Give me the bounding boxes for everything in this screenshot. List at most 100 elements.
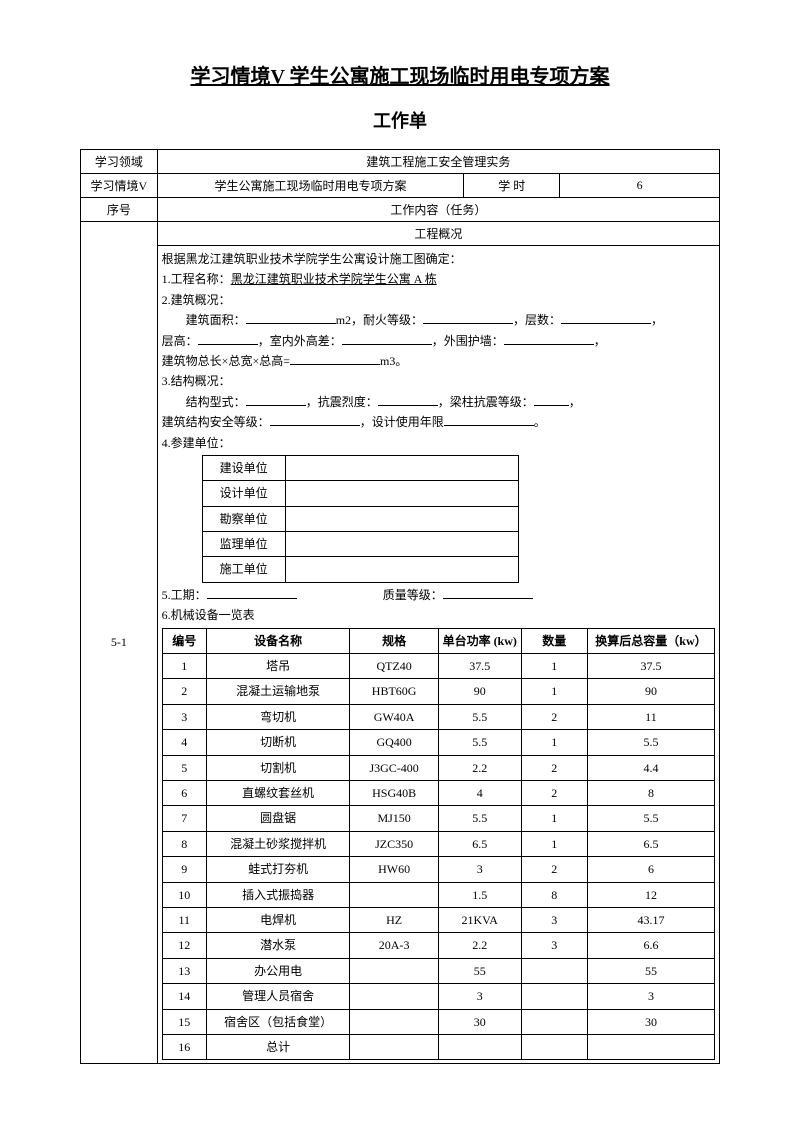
content-row: 根据黑龙江建筑职业技术学院学生公寓设计施工图确定： 1.工程名称：黑龙江建筑职业… (81, 246, 720, 1064)
equip-row: 15宿舍区（包括食堂）3030 (162, 1009, 714, 1034)
seq-label: 序号 (81, 198, 158, 222)
content-cell: 根据黑龙江建筑职业技术学院学生公寓设计施工图确定： 1.工程名称：黑龙江建筑职业… (157, 246, 719, 1064)
field-label: 学习领域 (81, 150, 158, 174)
equip-cell-no: 11 (162, 907, 206, 932)
row-number: 5-1 (81, 222, 158, 1064)
equip-cell-qty: 1 (521, 654, 587, 679)
equip-cell-no: 12 (162, 933, 206, 958)
equip-cell-spec: J3GC-400 (350, 755, 438, 780)
lifespan-label: ，设计使用年限 (360, 415, 444, 429)
equip-cell-no: 6 (162, 780, 206, 805)
schedule-line: 5.工期： 质量等级： (162, 585, 715, 605)
equip-cell-power: 2.2 (438, 933, 521, 958)
equip-header-row: 编号 设备名称 规格 单台功率 (kw) 数量 换算后总容量（kw） (162, 628, 714, 653)
structure-line-b: 建筑结构安全等级：，设计使用年限。 (162, 412, 715, 432)
equip-row: 5切割机J3GC-4002.224.4 (162, 755, 714, 780)
unit-label: 勘察单位 (202, 506, 285, 531)
height-label: 层高： (162, 334, 198, 348)
header-row-2: 学习情境V 学生公寓施工现场临时用电专项方案 学 时 6 (81, 174, 720, 198)
struct-type-label: 结构型式： (186, 395, 246, 409)
overview-row: 5-1 工程概况 (81, 222, 720, 246)
equip-cell-total: 6.5 (587, 831, 714, 856)
equip-cell-total: 8 (587, 780, 714, 805)
equip-row: 7圆盘锯MJ1505.515.5 (162, 806, 714, 831)
equip-cell-spec (350, 958, 438, 983)
equip-cell-no: 5 (162, 755, 206, 780)
safety-label: 建筑结构安全等级： (162, 415, 270, 429)
equip-cell-name: 插入式振捣器 (206, 882, 350, 907)
equip-row: 14管理人员宿舍33 (162, 984, 714, 1009)
equip-cell-qty: 1 (521, 730, 587, 755)
fire-label: m2，耐火等级： (336, 313, 423, 327)
equip-cell-name: 混凝土砂浆搅拌机 (206, 831, 350, 856)
hours-label: 学 时 (464, 174, 560, 198)
equip-cell-power (438, 1034, 521, 1059)
header-row-1: 学习领域 建筑工程施工安全管理实务 (81, 150, 720, 174)
equip-cell-name: 圆盘锯 (206, 806, 350, 831)
equip-cell-power: 5.5 (438, 730, 521, 755)
equip-cell-total: 11 (587, 704, 714, 729)
unit-value (285, 481, 518, 506)
equip-cell-spec: HZ (350, 907, 438, 932)
seismic-label: ，抗震烈度： (306, 395, 378, 409)
equip-row: 2混凝土运输地泵HBT60G90190 (162, 679, 714, 704)
equip-cell-spec: HBT60G (350, 679, 438, 704)
equip-cell-name: 宿舍区（包括食堂） (206, 1009, 350, 1034)
equip-cell-no: 3 (162, 704, 206, 729)
equip-row: 16总计 (162, 1034, 714, 1059)
equip-cell-qty: 2 (521, 755, 587, 780)
equip-cell-qty (521, 1009, 587, 1034)
header-row-3: 序号 工作内容（任务） (81, 198, 720, 222)
col-no: 编号 (162, 628, 206, 653)
m3-label: m3。 (380, 354, 407, 368)
equipment-table: 编号 设备名称 规格 单台功率 (kw) 数量 换算后总容量（kw） 1塔吊QT… (162, 628, 715, 1061)
equip-cell-name: 切断机 (206, 730, 350, 755)
equip-cell-name: 蛙式打夯机 (206, 857, 350, 882)
equip-cell-qty: 1 (521, 831, 587, 856)
task-label: 工作内容（任务） (157, 198, 719, 222)
unit-label: 监理单位 (202, 532, 285, 557)
quality-label: 质量等级： (383, 588, 443, 602)
equip-row: 11电焊机HZ21KVA343.17 (162, 907, 714, 932)
equip-cell-total: 5.5 (587, 730, 714, 755)
equip-cell-spec: JZC350 (350, 831, 438, 856)
units-row: 监理单位 (202, 532, 518, 557)
equip-cell-total: 37.5 (587, 654, 714, 679)
equip-cell-total: 4.4 (587, 755, 714, 780)
dims-label: 建筑物总长×总宽×总高= (162, 354, 290, 368)
equip-row: 4切断机GQ4005.515.5 (162, 730, 714, 755)
building-overview-heading: 2.建筑概况： (162, 290, 715, 310)
col-total: 换算后总容量（kw） (587, 628, 714, 653)
equip-cell-power: 5.5 (438, 704, 521, 729)
equip-cell-no: 2 (162, 679, 206, 704)
unit-value (285, 532, 518, 557)
equip-cell-name: 办公用电 (206, 958, 350, 983)
equip-cell-power: 21KVA (438, 907, 521, 932)
units-row: 建设单位 (202, 455, 518, 480)
participants-heading: 4.参建单位： (162, 433, 715, 453)
equip-row: 13办公用电5555 (162, 958, 714, 983)
equip-cell-name: 管理人员宿舍 (206, 984, 350, 1009)
equip-cell-qty: 2 (521, 704, 587, 729)
equip-cell-no: 10 (162, 882, 206, 907)
unit-value (285, 455, 518, 480)
equip-cell-total: 55 (587, 958, 714, 983)
equip-cell-spec: HW60 (350, 857, 438, 882)
equip-cell-qty (521, 984, 587, 1009)
equip-cell-power: 55 (438, 958, 521, 983)
building-line-c: 建筑物总长×总宽×总高= m3。 (162, 351, 715, 371)
unit-label: 施工单位 (202, 557, 285, 582)
equip-cell-total (587, 1034, 714, 1059)
equip-cell-no: 1 (162, 654, 206, 679)
equip-cell-power: 5.5 (438, 806, 521, 831)
equip-cell-no: 15 (162, 1009, 206, 1034)
equip-cell-spec: HSG40B (350, 780, 438, 805)
unit-label: 设计单位 (202, 481, 285, 506)
equip-row: 3弯切机GW40A5.5211 (162, 704, 714, 729)
intro-line: 根据黑龙江建筑职业技术学院学生公寓设计施工图确定： (162, 249, 715, 269)
equip-cell-total: 5.5 (587, 806, 714, 831)
equip-cell-name: 弯切机 (206, 704, 350, 729)
equip-cell-no: 14 (162, 984, 206, 1009)
equip-cell-no: 9 (162, 857, 206, 882)
equip-cell-total: 30 (587, 1009, 714, 1034)
